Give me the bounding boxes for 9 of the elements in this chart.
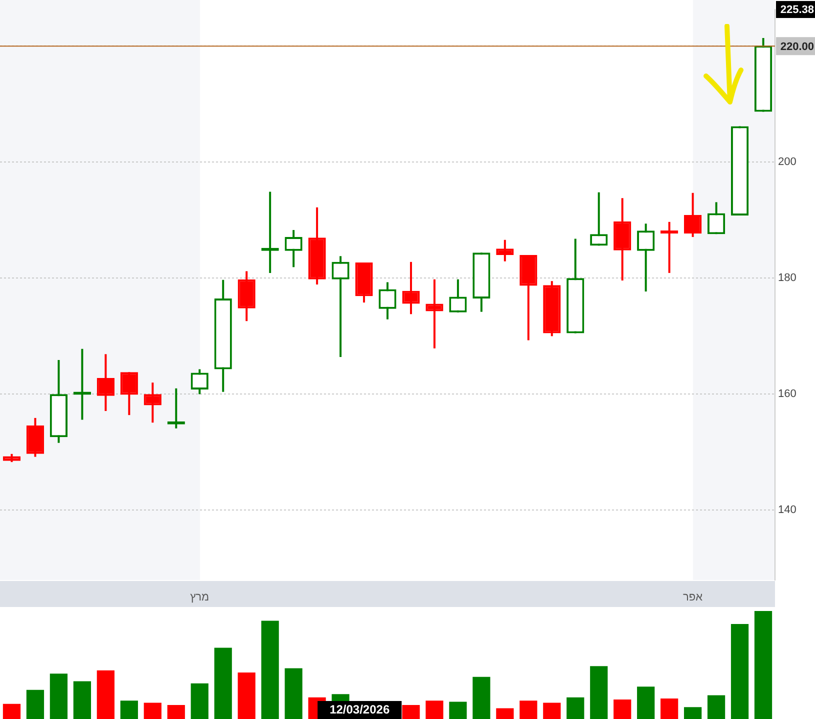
x-tick-label: אפר — [683, 591, 703, 604]
x-tick-label: מרץ — [190, 591, 210, 604]
y-tick-label: 200 — [778, 156, 796, 168]
annotation: 12/03/2026 — [330, 702, 390, 716]
y-tick-label: 140 — [778, 504, 796, 516]
y-tick-label: 160 — [778, 388, 796, 400]
y-tick-label: 180 — [778, 272, 796, 284]
ref-line-label: 220.00 — [780, 41, 814, 54]
text: 225.38 — [780, 4, 814, 16]
